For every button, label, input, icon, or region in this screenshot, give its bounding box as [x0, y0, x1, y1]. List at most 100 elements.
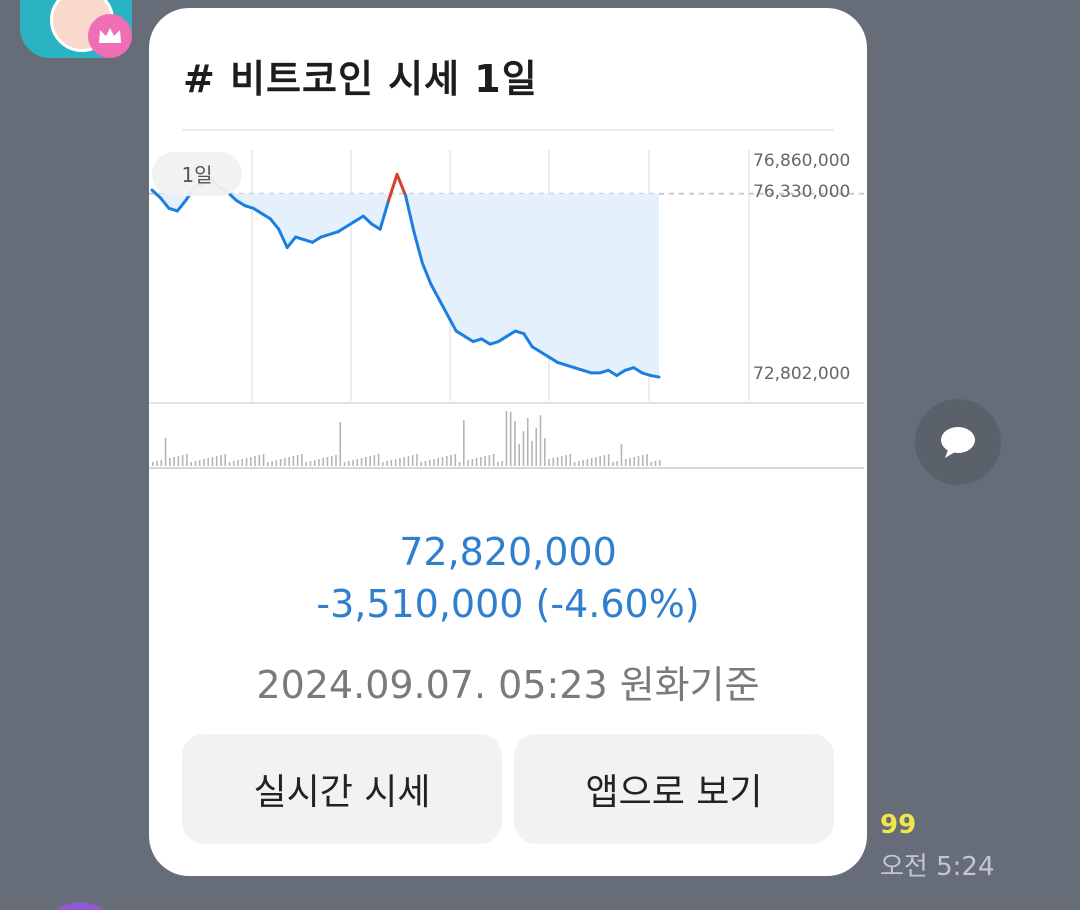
price-line-segment [649, 373, 661, 379]
volume-bar [607, 454, 610, 466]
volume-bar [522, 431, 525, 466]
volume-bar [526, 418, 529, 466]
volume-bar [411, 455, 414, 466]
y-tick-label: 76,860,000 [753, 151, 850, 171]
volume-bar [224, 454, 227, 466]
price-change: -3,510,000 (-4.60%) [316, 582, 700, 626]
volume-bar [360, 458, 363, 466]
price-chart: 1일 76,860,000 76,330,000 72,802,000 [149, 150, 867, 469]
price-line-segment [615, 368, 627, 377]
share-button[interactable] [915, 399, 1001, 485]
volume-bar [394, 459, 397, 466]
volume-bar [318, 459, 320, 466]
card-title: # 비트코인 시세 1일 [183, 57, 538, 101]
volume-bar [390, 460, 393, 466]
price-line-segment [158, 196, 171, 210]
volume-bar [386, 461, 388, 466]
volume-bar [458, 462, 461, 466]
volume-bar [480, 457, 482, 466]
volume-bar [186, 454, 188, 466]
volume-bar [488, 455, 491, 466]
volume-bar [548, 459, 550, 466]
volume-bar [595, 457, 597, 466]
volume-bar [531, 441, 533, 466]
volume-bar [552, 458, 555, 466]
volume-bar [156, 461, 158, 466]
volume-bar [262, 454, 265, 466]
volume-bar [454, 454, 457, 466]
volume-bar [215, 456, 218, 466]
volume-bar [403, 457, 405, 466]
volume-bar [514, 421, 516, 466]
price-line-segment [277, 227, 289, 249]
volume-bar [424, 461, 427, 466]
current-price: 72,820,000 [399, 530, 617, 574]
volume-bar [207, 458, 209, 466]
price-line-segment [260, 212, 272, 221]
volume-bar [497, 462, 499, 466]
price-line-segment [496, 334, 509, 344]
price-line-segment [370, 222, 382, 231]
price-line-segment [226, 191, 238, 202]
price-line-segment [175, 198, 188, 213]
volume-bar [339, 422, 342, 466]
volume-bar [433, 459, 435, 466]
next-sender-avatar[interactable] [40, 902, 120, 910]
volume-bar [509, 412, 512, 466]
price-line-segment [437, 298, 450, 317]
volume-bar [249, 457, 252, 466]
volume-bar [330, 456, 333, 466]
price-line-segment [150, 188, 162, 200]
volume-bar [450, 455, 452, 466]
volume-bar [198, 460, 201, 466]
price-line-segment [454, 329, 467, 338]
volume-bar [573, 462, 576, 466]
price-line-segment [387, 172, 399, 202]
volume-bar [275, 460, 278, 466]
open-app-button[interactable]: 앱으로 보기 [514, 734, 834, 844]
volume-bar [292, 456, 295, 466]
message-time: 오전 5:24 [880, 852, 995, 882]
volume-bar [590, 458, 593, 466]
volume-bar [164, 438, 167, 466]
volume-bar [309, 461, 312, 466]
unread-count: 99 [880, 810, 917, 840]
price-line-segment [606, 368, 619, 377]
volume-bar [518, 444, 521, 466]
volume-bar [624, 459, 627, 466]
volume-bar [181, 455, 184, 466]
price-line-segment [530, 345, 543, 354]
title-divider [182, 129, 834, 131]
volume-bar [284, 458, 286, 466]
volume-bar [629, 458, 631, 466]
chat-bubble-icon [941, 427, 975, 458]
volume-bar [267, 462, 269, 466]
volume-bar [228, 462, 231, 466]
volume-bar [569, 454, 572, 466]
volume-bar [475, 458, 478, 466]
volume-bar [428, 460, 431, 466]
volume-bar [254, 456, 256, 466]
price-line-segment [285, 235, 298, 249]
volume-bar [160, 460, 163, 466]
realtime-price-button[interactable]: 실시간 시세 [182, 734, 502, 844]
price-line-segment [547, 355, 560, 364]
volume-bar [177, 456, 180, 466]
price-line-segment [395, 172, 407, 197]
price-line-segment [336, 225, 348, 234]
volume-bar [271, 461, 273, 466]
loss-area [152, 193, 659, 378]
price-line-segment [522, 332, 534, 349]
volume-bar [169, 458, 171, 466]
volume-bar [441, 457, 444, 466]
volume-bar [382, 462, 384, 466]
bitcoin-price-card[interactable]: # 비트코인 시세 1일 1일 76,860,000 76,330,000 72,80… [149, 8, 867, 876]
volume-bar [373, 455, 376, 466]
volume-bar [416, 454, 418, 466]
volume-bar [612, 462, 614, 466]
volume-bar [561, 456, 563, 466]
volume-bar [646, 454, 648, 466]
volume-bar [301, 454, 303, 466]
volume-bar [322, 458, 325, 466]
